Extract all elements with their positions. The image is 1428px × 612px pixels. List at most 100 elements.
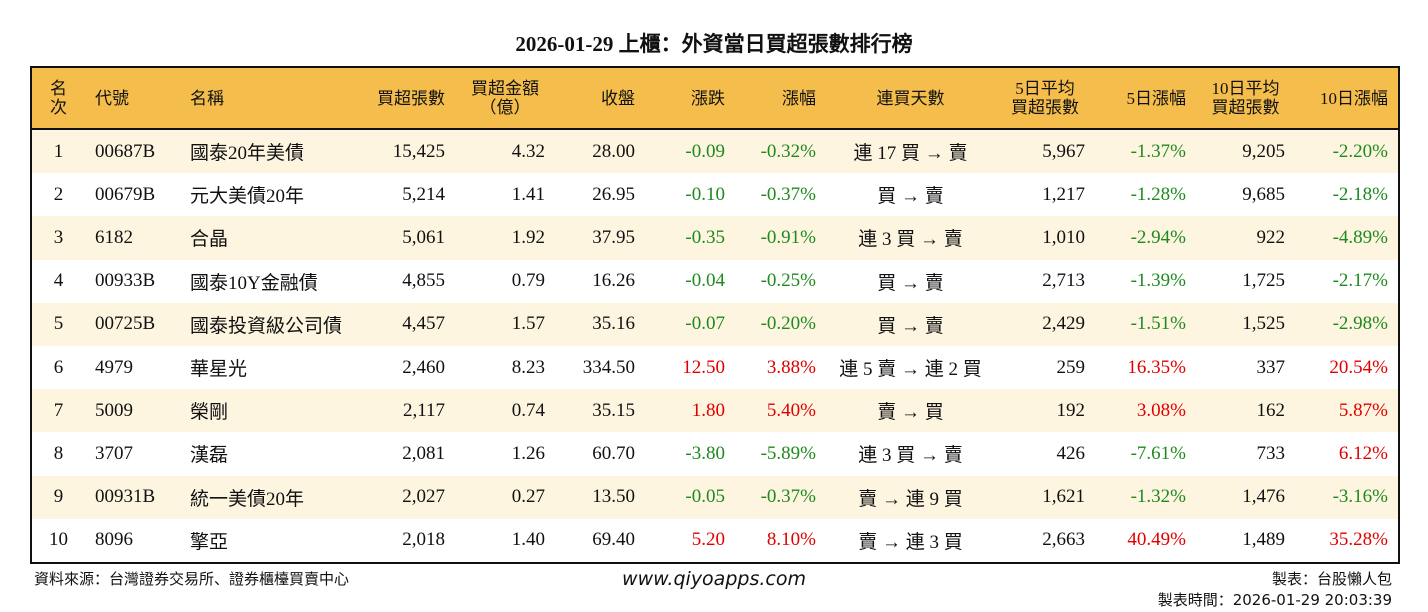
cell-change-pct: 8.10% [766, 529, 816, 551]
cell-pct10: 5.87% [1295, 389, 1399, 433]
cell-name: 擎亞 [190, 531, 229, 553]
cell-change: -0.04 [685, 270, 725, 292]
table-row: 8 3707 漢磊 2,081 1.26 60.70 -3.80 -5.89% 連 3 買 → … [31, 432, 1399, 475]
cell-pct10: -2.98% [1295, 302, 1399, 346]
cell-streak: 連 17 買 → 賣 [826, 129, 995, 174]
cell-avg10-lots: 1,525 [1196, 302, 1295, 346]
header-pct10: 10日漲幅 [1295, 67, 1399, 130]
cell-code: 6182 [85, 216, 180, 260]
cell-avg10-lots: 337 [1256, 356, 1286, 378]
cell-code: 00931B [85, 475, 180, 519]
cell-change-pct: -0.32% [735, 129, 826, 174]
cell-streak: 買 → 賣 [877, 186, 944, 208]
cell-rank: 1 [31, 129, 85, 174]
cell-net-buy-lots: 2,081 [402, 442, 445, 464]
cell-pct5: -1.51% [1095, 302, 1196, 346]
ranking-table: 名次 代號 名稱 買超張數 買超金額 （億） 收盤 漲跌 漲幅 連買天數 5日平均 買超張數 5日漲幅 1… [30, 66, 1400, 564]
cell-name: 合晶 [180, 216, 360, 260]
cell-pct5: -1.39% [1130, 270, 1186, 292]
cell-net-buy-lots: 4,457 [360, 302, 455, 346]
cell-streak: 買 → 賣 [877, 272, 944, 294]
generated-time: 製表時間：2026-01-29 20:03:39 [1157, 591, 1392, 609]
cell-avg5-lots: 1,217 [1042, 183, 1085, 205]
cell-close: 69.40 [592, 529, 635, 551]
header-avg10-lots: 10日平均 買超張數 [1196, 67, 1295, 130]
cell-net-buy-amount: 1.40 [511, 529, 545, 551]
cell-net-buy-lots: 5,214 [402, 183, 445, 205]
data-source: 資料來源：台灣證券交易所、證券櫃檯買賣中心 [34, 570, 350, 588]
cell-avg10-lots: 1,476 [1196, 475, 1295, 519]
page-title: 2026-01-29 上櫃：外資當日買超張數排行榜 [515, 32, 913, 56]
cell-rank: 6 [53, 356, 64, 378]
table-row: 1 00687B 國泰20年美債 15,425 4.32 28.00 -0.09 -0.32%… [31, 129, 1399, 174]
cell-avg5-lots: 2,713 [1042, 270, 1085, 292]
cell-avg5-lots: 2,663 [1042, 529, 1085, 551]
cell-avg10-lots: 9,685 [1242, 183, 1285, 205]
cell-net-buy-amount: 8.23 [511, 356, 545, 378]
cell-change-pct: 5.40% [735, 389, 826, 433]
table-header: 名次 代號 名稱 買超張數 買超金額 （億） 收盤 漲跌 漲幅 連買天數 5日平均 買超張數 5日漲幅 1… [31, 67, 1399, 130]
cell-avg5-lots: 5,967 [995, 129, 1095, 174]
cell-code: 00725B [85, 302, 180, 346]
cell-code: 8096 [95, 529, 133, 551]
header-pct5: 5日漲幅 [1095, 67, 1196, 130]
cell-code: 5009 [85, 389, 180, 433]
cell-pct5: 16.35% [1127, 356, 1186, 378]
cell-avg10-lots: 1,725 [1242, 270, 1285, 292]
cell-close: 35.16 [555, 302, 645, 346]
cell-avg5-lots: 259 [1056, 356, 1086, 378]
cell-close: 26.95 [592, 183, 635, 205]
cell-change: 12.50 [682, 356, 725, 378]
cell-change: 1.80 [645, 389, 735, 433]
cell-rank: 9 [31, 475, 85, 519]
cell-net-buy-amount: 0.27 [455, 475, 555, 519]
cell-pct5: -1.28% [1130, 183, 1186, 205]
cell-change-pct: -5.89% [760, 442, 816, 464]
website-link[interactable]: www.qiyoapps.com [622, 568, 806, 590]
cell-name: 漢磊 [190, 445, 229, 467]
cell-streak: 連 5 賣 → 連 2 買 [839, 359, 982, 381]
table-row: 9 00931B 統一美債20年 2,027 0.27 13.50 -0.05 -0.37% 賣… [31, 475, 1399, 519]
cell-net-buy-amount: 1.57 [455, 302, 555, 346]
cell-close: 334.50 [582, 356, 635, 378]
cell-name: 元大美債20年 [190, 186, 305, 208]
table-row: 3 6182 合晶 5,061 1.92 37.95 -0.35 -0.91% 連 3 買 → … [31, 216, 1399, 260]
table-row: 7 5009 榮剛 2,117 0.74 35.15 1.80 5.40% 賣 → 買 192 3.… [31, 389, 1399, 433]
author: 製表：台股懶人包 [1271, 570, 1392, 588]
cell-code: 3707 [95, 442, 133, 464]
cell-change-pct: -0.91% [735, 216, 826, 260]
cell-net-buy-lots: 2,018 [402, 529, 445, 551]
cell-net-buy-amount: 1.41 [511, 183, 545, 205]
cell-net-buy-amount: 1.92 [455, 216, 555, 260]
header-close: 收盤 [555, 67, 645, 130]
cell-change: -3.80 [685, 442, 725, 464]
header-streak: 連買天數 [826, 67, 995, 130]
cell-rank: 2 [53, 183, 64, 205]
cell-close: 16.26 [592, 270, 635, 292]
cell-change: -0.10 [685, 183, 725, 205]
cell-name: 國泰投資級公司債 [180, 302, 360, 346]
cell-net-buy-lots: 2,117 [360, 389, 455, 433]
table-row: 2 00679B 元大美債20年 5,214 1.41 26.95 -0.10 -0.37% 買… [31, 173, 1399, 216]
cell-rank: 7 [31, 389, 85, 433]
cell-net-buy-amount: 0.74 [455, 389, 555, 433]
header-change: 漲跌 [645, 67, 735, 130]
table-row: 5 00725B 國泰投資級公司債 4,457 1.57 35.16 -0.07 -0.20%… [31, 302, 1399, 346]
cell-pct5: -7.61% [1130, 442, 1186, 464]
cell-streak: 連 3 買 → 賣 [858, 445, 963, 467]
cell-pct5: -1.32% [1095, 475, 1196, 519]
cell-close: 13.50 [555, 475, 645, 519]
cell-streak: 賣 → 連 3 買 [858, 531, 963, 553]
cell-rank: 8 [53, 442, 64, 464]
cell-pct10: 6.12% [1338, 442, 1388, 464]
cell-pct10: -2.17% [1332, 270, 1388, 292]
cell-pct5: 40.49% [1127, 529, 1186, 551]
cell-close: 28.00 [555, 129, 645, 174]
cell-pct10: -4.89% [1295, 216, 1399, 260]
header-code: 代號 [85, 67, 180, 130]
cell-avg10-lots: 9,205 [1196, 129, 1295, 174]
cell-avg10-lots: 733 [1256, 442, 1286, 464]
cell-code: 00687B [85, 129, 180, 174]
cell-change: 5.20 [691, 529, 725, 551]
cell-streak: 買 → 賣 [826, 302, 995, 346]
